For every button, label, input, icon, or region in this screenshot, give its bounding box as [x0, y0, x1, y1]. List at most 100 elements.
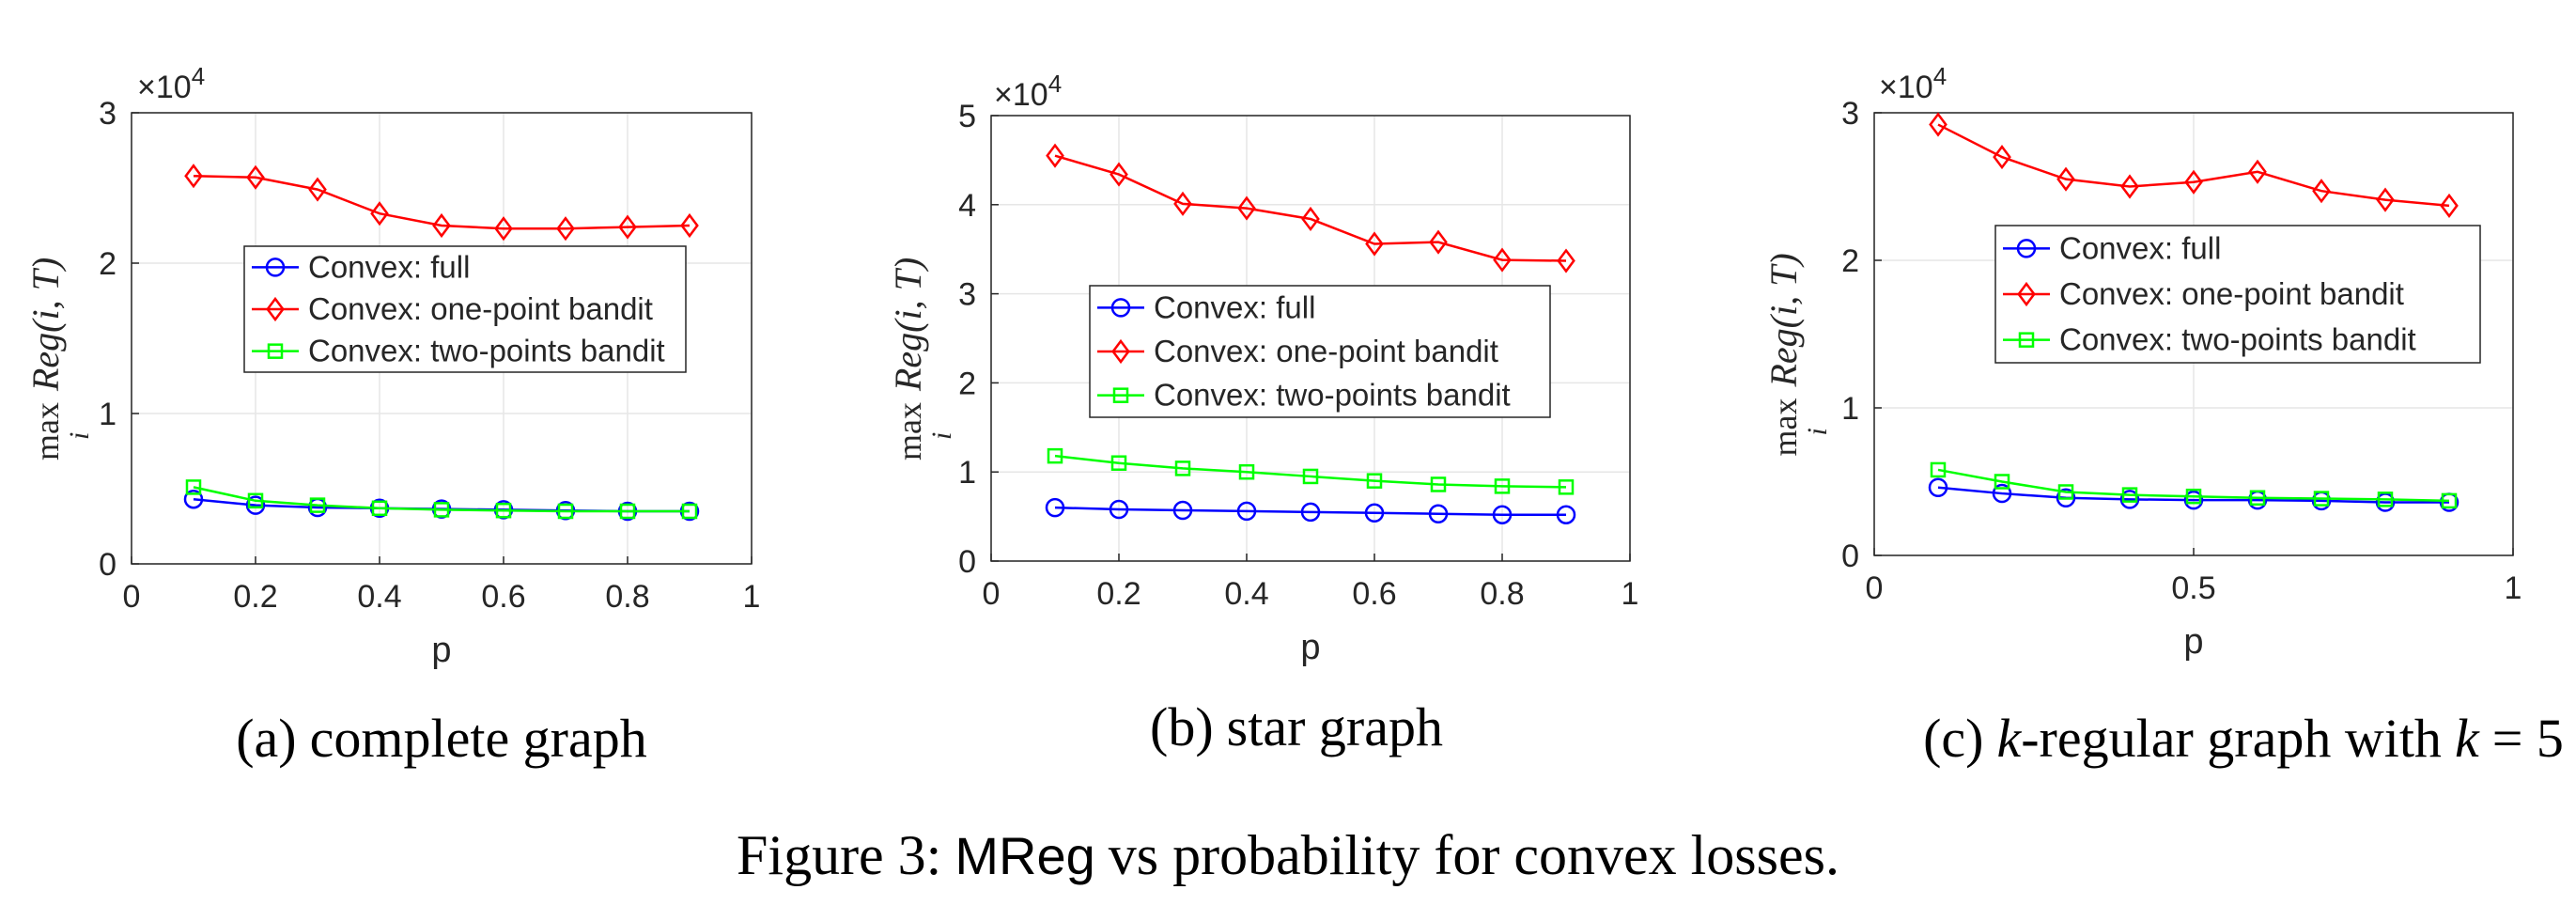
- x-tick-label: 0.2: [1096, 576, 1141, 612]
- y-axis-label-sub: i: [64, 432, 95, 440]
- data-point-full: [1992, 483, 2012, 504]
- series-line-2: [1054, 454, 1567, 489]
- subcaption-eq: = 5: [2492, 708, 2564, 769]
- y-exponent-label: ×104: [137, 62, 205, 105]
- data-point-one-point: [1301, 206, 1320, 232]
- data-point-one-point: [1929, 112, 1948, 137]
- data-point-two-points: [495, 502, 512, 519]
- legend: Convex: full Convex: one-point bandit Conv…: [1994, 225, 2481, 364]
- y-axis-label-max: max: [1766, 398, 1804, 457]
- legend-marker-diamond: [2017, 281, 2036, 307]
- legend-marker-diamond: [1111, 338, 1130, 365]
- x-tick-label: 0.6: [1352, 576, 1396, 612]
- data-point-two-points: [1238, 463, 1255, 480]
- legend-box: [243, 245, 687, 373]
- data-point-one-point: [1429, 229, 1448, 255]
- figure-caption-prefix: Figure 3:: [737, 824, 941, 886]
- y-tick-label: 0: [99, 547, 116, 583]
- y-tick-label: 3: [99, 96, 116, 132]
- legend-label-1: Convex: one-point bandit: [1154, 334, 1498, 368]
- y-tick-label: 1: [1841, 391, 1859, 427]
- data-point-full: [183, 489, 204, 509]
- y-tick-label: 2: [99, 246, 116, 282]
- x-tick-label: 1: [2505, 570, 2522, 606]
- data-point-full: [1045, 497, 1065, 518]
- x-tick-label: 0.2: [233, 579, 277, 615]
- y-tick-label: 2: [958, 366, 976, 401]
- legend-label-0: Convex: full: [1154, 289, 1315, 324]
- data-point-one-point: [2120, 174, 2139, 199]
- data-point-two-points: [1174, 460, 1191, 476]
- x-tick-label: 0.4: [357, 579, 401, 615]
- x-axis-label: p: [2183, 622, 2203, 662]
- data-point-one-point: [1046, 143, 1064, 168]
- data-point-two-points: [1430, 476, 1447, 492]
- x-tick-label: 0: [1866, 570, 1884, 606]
- y-axis-label-sub: i: [926, 432, 957, 440]
- data-point-full: [1364, 503, 1385, 523]
- y-axis-label-max: max: [891, 402, 928, 460]
- legend-marker-circle: [265, 258, 286, 277]
- legend: Convex: full Convex: one-point bandit Conv…: [1089, 285, 1551, 418]
- legend-label-0: Convex: full: [2059, 230, 2221, 265]
- y-tick-label: 2: [1841, 243, 1859, 279]
- data-point-two-points: [681, 503, 698, 520]
- x-tick-label: 0.8: [1480, 576, 1524, 612]
- axes-box: [990, 115, 1631, 562]
- legend-box: [1994, 225, 2481, 364]
- x-tick-label: 1: [743, 579, 761, 615]
- x-tick-label: 0.8: [605, 579, 649, 615]
- data-point-full: [1556, 505, 1576, 524]
- subcaption: (a) complete graph: [236, 708, 647, 769]
- figure-caption: Figure 3: MReg vs probability for convex l…: [737, 824, 1839, 886]
- data-point-two-points: [1366, 473, 1383, 489]
- data-point-two-points: [309, 497, 326, 513]
- data-point-two-points: [557, 503, 574, 520]
- data-point-one-point: [2184, 169, 2203, 195]
- y-exponent-power: 4: [1048, 70, 1062, 98]
- subcaption-text: -regular graph with: [2021, 708, 2442, 769]
- subcaption: (b) star graph: [1150, 696, 1443, 757]
- y-axis-label-expr: Reg(i, T): [1762, 253, 1805, 387]
- y-tick-label: 0: [958, 544, 976, 580]
- data-point-two-points: [433, 502, 450, 518]
- series-line-2: [193, 486, 690, 513]
- legend-box: [1089, 285, 1551, 418]
- x-tick-label: 0.5: [2171, 570, 2215, 606]
- data-point-two-points: [2057, 484, 2074, 500]
- y-axis-label-expr: Reg(i, T): [887, 258, 929, 392]
- data-point-two-points: [371, 500, 388, 517]
- data-point-one-point: [370, 201, 389, 226]
- data-point-one-point: [2312, 179, 2331, 204]
- legend-label-2: Convex: two-points bandit: [1154, 378, 1511, 413]
- y-exponent-base: ×10: [137, 70, 192, 105]
- data-point-one-point: [1173, 191, 1192, 216]
- data-point-full: [1928, 477, 1948, 498]
- data-point-full: [1109, 499, 1129, 520]
- figure-caption-metric: MReg: [954, 826, 1094, 885]
- y-tick-label: 1: [99, 397, 116, 432]
- data-point-full: [1492, 505, 1513, 524]
- data-point-full: [2119, 490, 2140, 509]
- data-point-one-point: [2248, 159, 2267, 184]
- data-point-one-point: [1557, 248, 1575, 273]
- y-exponent-base: ×10: [994, 77, 1048, 113]
- data-point-one-point: [1110, 162, 1128, 187]
- legend-marker-square: [267, 343, 284, 359]
- data-point-two-points: [2313, 491, 2330, 507]
- x-tick-label: 0.4: [1224, 576, 1268, 612]
- series-line-1: [1054, 154, 1567, 262]
- data-point-full: [1428, 504, 1449, 524]
- y-tick-label: 0: [1841, 539, 1859, 574]
- data-point-one-point: [308, 177, 327, 202]
- y-axis-label-expr: Reg(i, T): [24, 258, 67, 392]
- data-point-two-points: [1047, 447, 1063, 464]
- series-line-1: [1937, 123, 2450, 208]
- subcaption-text: complete graph: [310, 708, 647, 769]
- y-tick-label: 4: [958, 188, 976, 224]
- y-exponent-power: 4: [1933, 62, 1947, 90]
- data-point-one-point: [1237, 195, 1256, 221]
